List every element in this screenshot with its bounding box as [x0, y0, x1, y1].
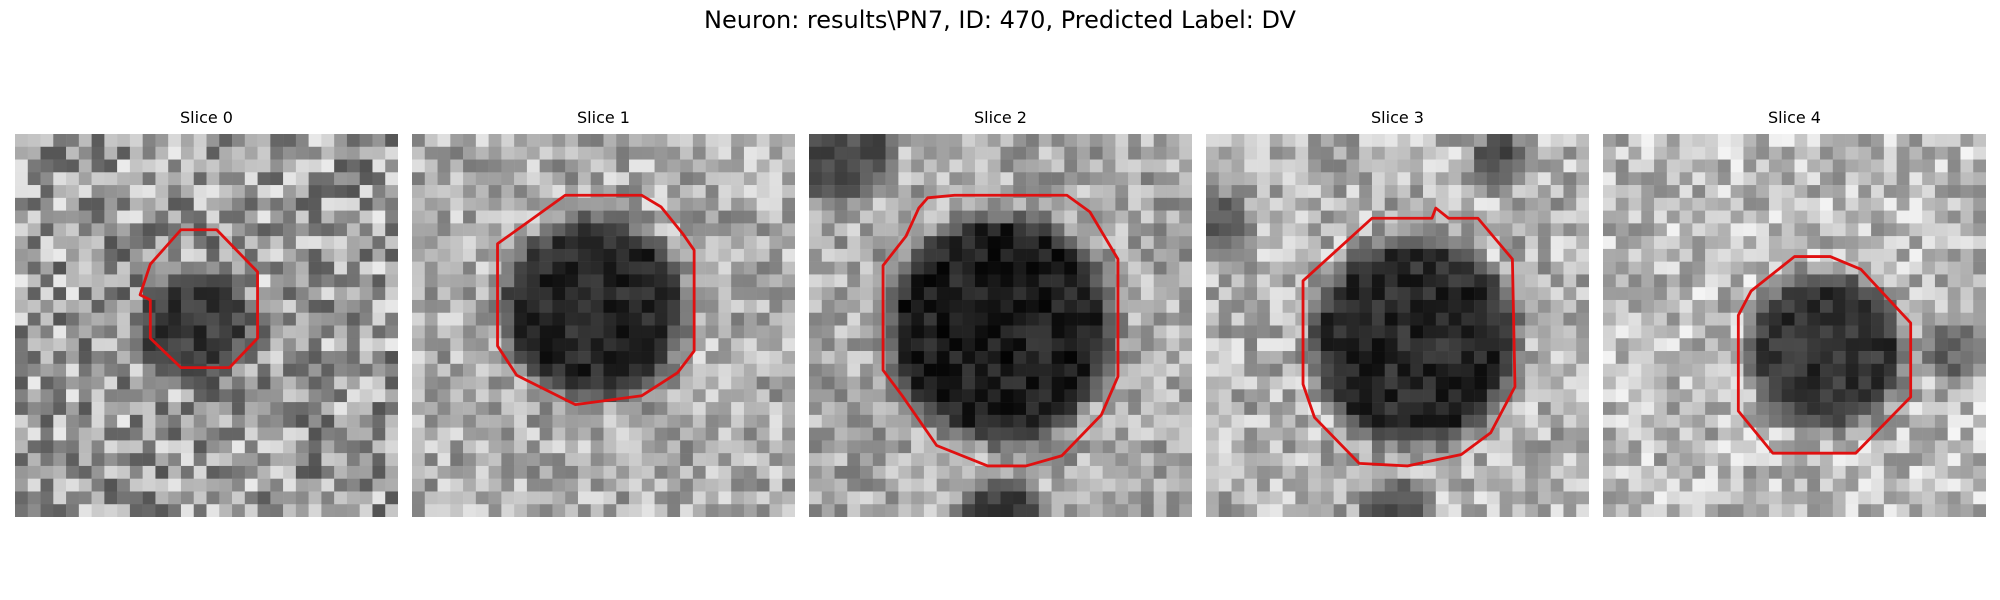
- slice-title-1: Slice 1: [577, 108, 630, 127]
- roi-contour-3: [1301, 206, 1517, 468]
- figure-title: Neuron: results\PN7, ID: 470, Predicted …: [704, 6, 1296, 34]
- slice-title-4: Slice 4: [1768, 108, 1821, 127]
- slice-image-3: [1206, 134, 1589, 517]
- slice-image-1: [412, 134, 795, 517]
- slice-panel-2: Slice 2: [809, 108, 1192, 519]
- roi-contour-4: [1736, 255, 1913, 455]
- slice-title-3: Slice 3: [1371, 108, 1424, 127]
- slice-image-4: [1603, 134, 1986, 517]
- roi-contour-0: [138, 228, 259, 370]
- slice-panel-3: Slice 3: [1206, 108, 1589, 519]
- roi-contour-2: [881, 193, 1120, 468]
- slice-title-2: Slice 2: [974, 108, 1027, 127]
- slice-image-0: [15, 134, 398, 517]
- slice-image-2: [809, 134, 1192, 517]
- roi-contour-1: [496, 193, 696, 407]
- slice-panel-0: Slice 0: [15, 108, 398, 519]
- slice-title-0: Slice 0: [180, 108, 233, 127]
- slice-panel-1: Slice 1: [412, 108, 795, 519]
- slice-panel-4: Slice 4: [1603, 108, 1986, 519]
